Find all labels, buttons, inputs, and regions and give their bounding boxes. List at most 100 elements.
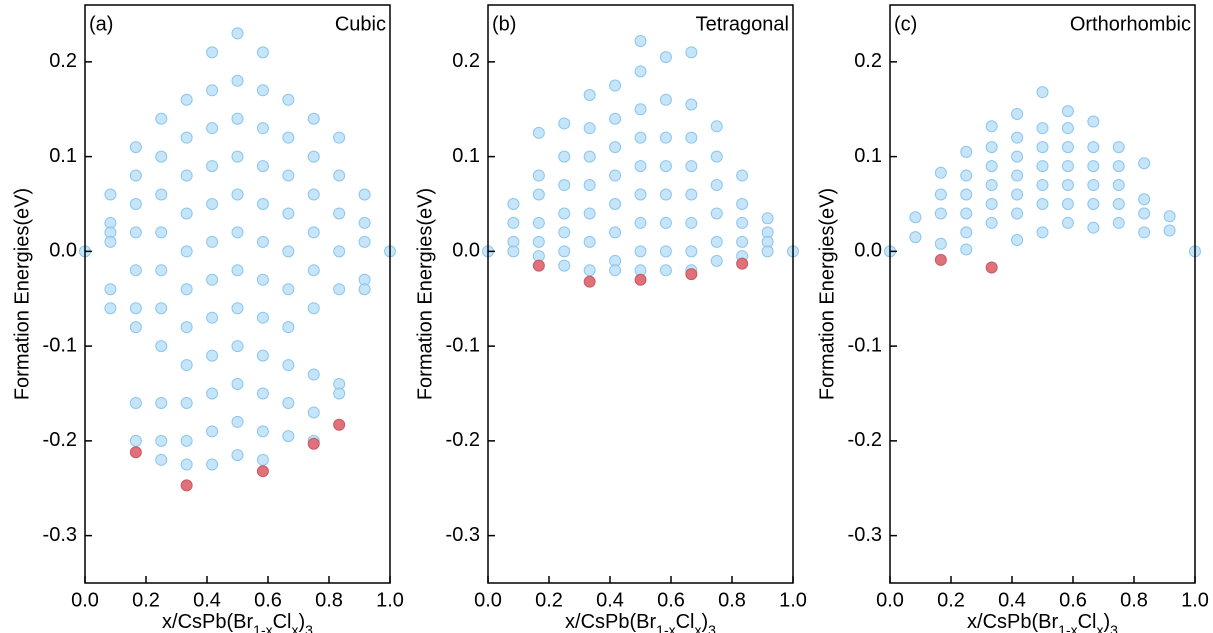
x-tick-label: 0.0 [71,589,99,611]
structure-point [256,197,269,210]
y-tick-label: 0.2 [452,50,480,72]
structure-point [282,321,295,334]
structure-point [685,46,698,59]
structure-point [256,122,269,135]
y-axis-label: Formation Energies(eV) [816,188,838,400]
structure-point [256,273,269,286]
x-axis-label-subscript: 3 [1110,622,1118,633]
structure-point [710,235,723,248]
x-axis-label-subscript: 1-x [253,622,272,633]
structure-point [1087,197,1100,210]
structure-point [960,226,973,239]
structure-point [1138,193,1151,206]
structure-point [558,117,571,130]
structure-point [1011,150,1024,163]
structure-point [583,122,596,135]
structure-point [206,160,219,173]
structure-point [1061,216,1074,229]
y-tick-label: -0.3 [446,524,480,546]
structure-point [558,150,571,163]
ground-state-point [256,465,269,478]
structure-point [583,89,596,102]
x-axis-label-subscript: x [1097,622,1104,633]
x-axis-label-subscript: 3 [708,622,716,633]
y-tick-label: 0.0 [854,240,882,262]
structure-point [1061,141,1074,154]
structure-point [934,237,947,250]
structure-point [155,150,168,163]
structure-point [1061,105,1074,118]
structure-point [507,245,520,258]
panel: -0.3 -0.2 -0.1 0.0 0.1 0.2 0.0 0.2 0.4 0.6 0.8 1.0 (… [414,4,807,633]
structure-point [1036,226,1049,239]
structure-point [710,150,723,163]
structure-point [307,150,320,163]
structure-point [282,430,295,443]
structure-point [507,216,520,229]
structure-point [1061,122,1074,135]
x-axis-label-part: Cl [1078,611,1097,633]
structure-point [333,245,346,258]
structure-point [256,349,269,362]
x-tick-label: 0.2 [132,589,160,611]
structure-point [129,302,142,315]
x-tick-label: 0.4 [596,589,624,611]
structure-point [1112,141,1125,154]
structure-point [1061,160,1074,173]
y-tick-label: -0.2 [43,429,77,451]
x-axis-label-part: Cl [676,611,695,633]
structure-point [155,264,168,277]
structure-point [256,235,269,248]
structure-point [1138,207,1151,220]
x-tick-label: 1.0 [779,589,807,611]
x-tick-label: 0.8 [718,589,746,611]
structure-point [104,283,117,296]
structure-point [960,207,973,220]
structure-point [710,120,723,133]
structure-point [659,188,672,201]
structure-point [307,188,320,201]
ground-state-point [634,273,647,286]
structure-point [609,197,622,210]
structure-point [609,264,622,277]
structure-point [1011,169,1024,182]
structure-point [155,226,168,239]
structure-point [180,131,193,144]
structure-point [685,131,698,144]
structure-point [659,245,672,258]
panel-label: (a) [89,13,113,35]
x-tick-label: 1.0 [1181,589,1209,611]
structure-point [659,216,672,229]
x-axis-label-part: ) [299,611,306,633]
structure-point [659,131,672,144]
structure-point [231,150,244,163]
x-axis-label: x/CsPb(Br1-xClx)3 [162,611,313,633]
x-axis-label-part: x/CsPb(Br [967,611,1058,633]
structure-point [231,188,244,201]
structure-point [358,235,371,248]
structure-point [206,122,219,135]
x-tick-label: 0.6 [254,589,282,611]
structure-point [256,46,269,59]
y-tick-label: -0.1 [446,334,480,356]
structure-point [282,131,295,144]
structure-point [736,197,749,210]
x-tick-label: 0.2 [937,589,965,611]
structure-point [206,349,219,362]
x-tick-label: 0.4 [998,589,1026,611]
structure-point [358,216,371,229]
structure-point [1036,197,1049,210]
structure-point [256,160,269,173]
structure-point [129,226,142,239]
structure-point [634,160,647,173]
structure-point [934,166,947,179]
structure-point [736,216,749,229]
x-tick-label: 1.0 [376,589,404,611]
structure-point [155,340,168,353]
structure-point [282,359,295,372]
structure-point [761,212,774,225]
plot-frame [84,4,391,584]
x-axis-label: x/CsPb(Br1-xClx)3 [565,611,716,633]
structure-point [206,273,219,286]
